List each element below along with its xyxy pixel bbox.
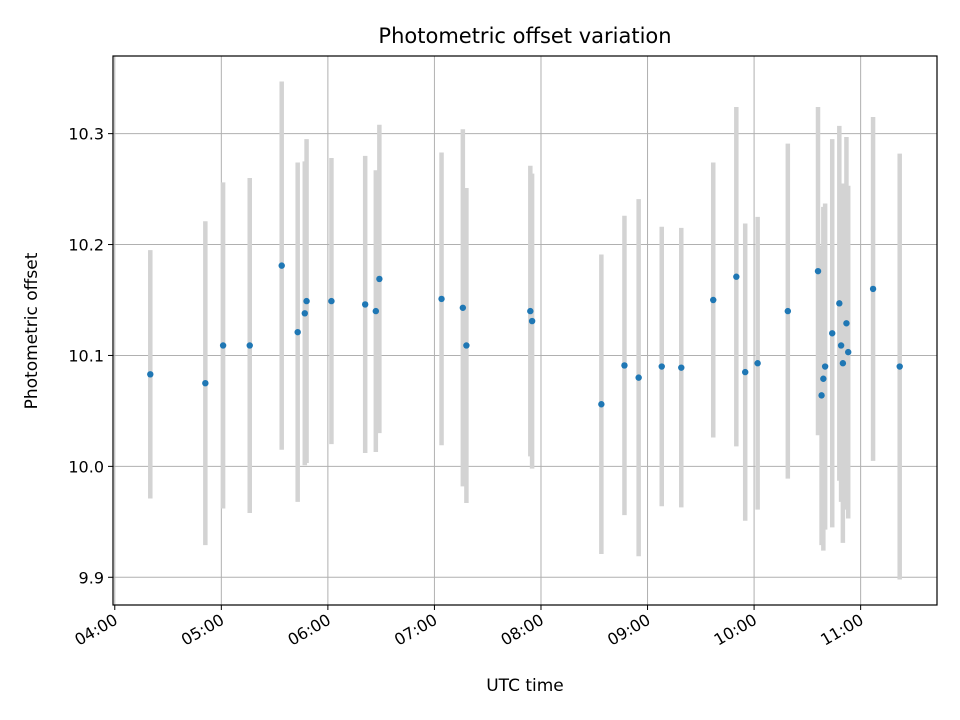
data-point — [821, 363, 829, 370]
data-point — [278, 262, 285, 269]
y-tick-label: 10.1 — [68, 346, 104, 365]
data-point — [836, 300, 843, 307]
data-point — [527, 307, 534, 315]
data-point — [818, 392, 825, 399]
data-point — [754, 360, 761, 367]
data-point — [147, 371, 154, 378]
data-point — [837, 342, 845, 349]
data-point — [372, 307, 380, 315]
data-point — [376, 275, 383, 283]
data-point — [294, 328, 301, 336]
data-point — [635, 374, 642, 381]
data-point — [598, 401, 605, 408]
data-point — [845, 348, 852, 356]
data-point — [219, 342, 227, 349]
y-tick-label: 10.0 — [68, 457, 104, 476]
data-point — [820, 375, 827, 382]
data-point — [528, 317, 536, 325]
data-point — [869, 285, 877, 293]
y-tick-label: 10.2 — [68, 236, 104, 255]
data-point — [733, 273, 740, 280]
y-axis-label: Photometric offset — [22, 252, 42, 409]
y-tick-label: 9.9 — [79, 568, 104, 587]
data-point — [328, 297, 335, 305]
data-point — [621, 362, 628, 369]
data-point — [742, 368, 749, 376]
data-point — [896, 363, 903, 370]
data-point — [843, 320, 850, 327]
data-point — [710, 296, 717, 304]
data-point — [202, 379, 209, 387]
x-axis-label: UTC time — [486, 676, 564, 696]
data-point — [658, 363, 665, 370]
plot-frame — [112, 55, 938, 606]
data-point — [814, 267, 822, 275]
chart-title: Photometric offset variation — [378, 24, 671, 48]
data-point — [839, 360, 847, 367]
data-point — [361, 301, 369, 308]
data-point — [459, 304, 467, 311]
y-tick-label: 10.3 — [68, 125, 104, 144]
data-point — [678, 364, 685, 371]
y-axis-ticks: 9.9 10.0 10.1 10.2 10.3 — [68, 125, 113, 587]
data-point — [438, 295, 445, 303]
data-point — [303, 297, 310, 305]
plot-area — [113, 56, 937, 605]
data-point — [463, 342, 470, 349]
data-point — [784, 307, 792, 315]
data-point — [829, 330, 836, 337]
data-point — [246, 342, 253, 349]
data-points — [147, 262, 903, 408]
data-point — [301, 310, 308, 317]
